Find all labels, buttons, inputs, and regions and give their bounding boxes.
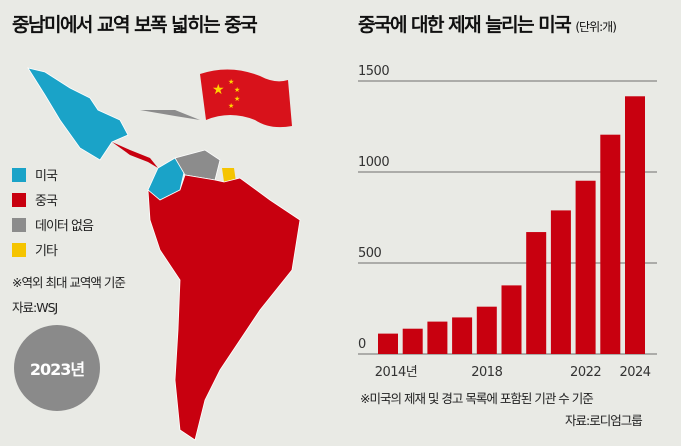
year-badge: 2023년 <box>14 325 100 411</box>
bar-2014 <box>378 333 398 354</box>
legend-item-other: 기타 <box>12 237 93 262</box>
latin-america-map: ★ ★ ★ ★ ★ <box>27 67 301 441</box>
map-title: 중남미에서 교역 보폭 넓히는 중국 <box>12 14 258 36</box>
bar-2022 <box>575 180 596 354</box>
bar-2015 <box>402 328 423 354</box>
svg-text:★: ★ <box>228 78 234 86</box>
x-tick-label: 2022 <box>570 365 601 380</box>
chart-source: 자료:로디엄그룹 <box>565 413 643 428</box>
bar-2023 <box>600 134 621 354</box>
chart-title-text: 중국에 대한 제재 늘리는 미국 <box>358 14 572 36</box>
x-tick-label: 2024 <box>619 365 650 380</box>
chart-unit: (단위:개) <box>575 20 617 34</box>
legend-item-us: 미국 <box>12 162 93 187</box>
y-tick-label: 0 <box>358 337 366 352</box>
svg-text:★: ★ <box>234 86 240 94</box>
legend-item-no-data: 데이터 없음 <box>12 212 94 237</box>
svg-text:★: ★ <box>228 102 234 110</box>
svg-text:★: ★ <box>234 95 240 103</box>
svg-text:★: ★ <box>212 82 225 98</box>
bar-2018 <box>476 306 497 354</box>
x-tick-label: 2014년 <box>375 365 418 380</box>
legend-label: 중국 <box>35 194 58 209</box>
y-tick-label: 500 <box>358 246 382 261</box>
map-central-america <box>112 142 158 168</box>
map-venezuela <box>174 149 221 181</box>
legend-label: 미국 <box>35 169 58 184</box>
x-tick-label: 2018 <box>471 365 502 380</box>
china-flag-icon: ★ ★ ★ ★ ★ <box>200 69 292 128</box>
map-suriname <box>222 168 236 182</box>
map-note: ※역외 최대 교역액 기준 <box>12 275 126 290</box>
bar-2016 <box>427 321 448 354</box>
map-caribbean <box>140 110 200 120</box>
map-south-america <box>147 174 301 441</box>
chart-title: 중국에 대한 제재 늘리는 미국 (단위:개) <box>358 10 617 37</box>
legend-swatch <box>12 242 26 257</box>
bar-2020 <box>526 232 547 354</box>
legend-swatch <box>12 217 26 232</box>
legend-label: 데이터 없음 <box>35 219 94 234</box>
chart-note: ※미국의 제재 및 경고 목록에 포함된 기관 수 기준 <box>360 391 594 406</box>
map-us-mexico <box>27 67 129 161</box>
y-tick-label: 1500 <box>358 64 389 79</box>
map-legend: 미국 중국 데이터 없음 기타 <box>12 162 94 262</box>
legend-swatch <box>12 192 26 207</box>
bar-2024 <box>625 96 645 355</box>
map-source: 자료:WSJ <box>12 300 58 315</box>
bar-2017 <box>452 317 473 354</box>
legend-item-china: 중국 <box>12 187 93 212</box>
y-tick-label: 1000 <box>358 155 389 170</box>
legend-swatch <box>12 167 26 182</box>
bar-2021 <box>550 210 571 354</box>
legend-label: 기타 <box>35 244 58 259</box>
bar-2019 <box>501 285 522 354</box>
